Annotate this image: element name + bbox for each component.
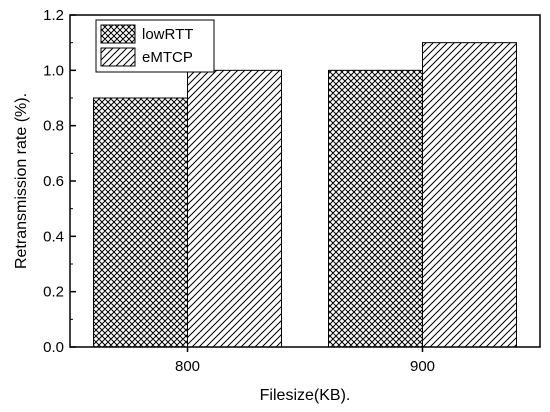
y-tick-label: 0.8 xyxy=(43,118,64,135)
x-axis: 800 900 xyxy=(175,347,435,375)
x-tick-label: 800 xyxy=(175,358,200,375)
bar-lowRTT-800 xyxy=(93,97,188,348)
bars-group xyxy=(93,42,517,348)
legend-swatch-lowRTT xyxy=(100,24,136,44)
y-tick-label: 0.2 xyxy=(43,284,64,301)
y-tick-label: 0.6 xyxy=(43,173,64,190)
bar-eMTCP-800 xyxy=(187,69,282,348)
y-tick-label: 1.0 xyxy=(43,62,64,79)
y-tick-label: 1.2 xyxy=(43,7,64,24)
legend-label-lowRTT: lowRTT xyxy=(142,26,193,43)
y-axis-label: Retransmission rate (%). xyxy=(13,93,30,269)
y-tick-label: 0.0 xyxy=(43,339,64,356)
bar-lowRTT-900 xyxy=(328,69,423,348)
bar-eMTCP-900 xyxy=(422,42,517,348)
legend-swatch-eMTCP xyxy=(100,47,136,67)
x-tick-label: 900 xyxy=(410,358,435,375)
y-axis: 0.0 0.2 0.4 0.6 0.8 1.0 1.2 xyxy=(43,7,76,356)
legend-label-eMTCP: eMTCP xyxy=(142,49,193,66)
y-tick-label: 0.4 xyxy=(43,228,64,245)
x-axis-label: Filesize(KB). xyxy=(260,387,351,404)
legend: lowRTT eMTCP xyxy=(95,19,215,73)
